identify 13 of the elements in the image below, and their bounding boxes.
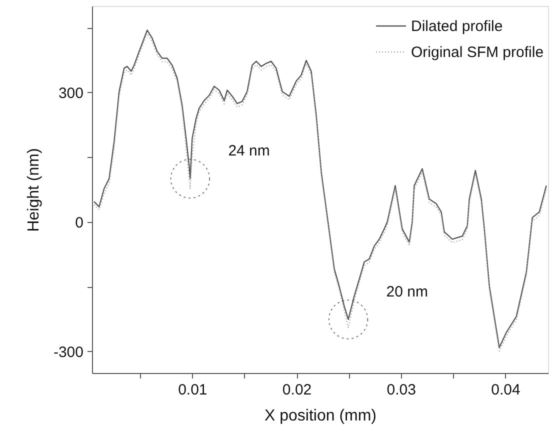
x-tick-label: 0.02	[282, 382, 312, 398]
y-tick-label: 0	[75, 214, 84, 232]
x-tick-label: 0.01	[178, 382, 208, 398]
y-tick-label: 300	[58, 84, 84, 102]
y-axis-title: Height (nm)	[25, 148, 42, 232]
x-tick-label: 0.03	[386, 382, 416, 398]
annotation: 20 nm	[386, 283, 428, 300]
x-tick-label: 0.04	[491, 382, 520, 398]
legend-label: Dilated profile	[411, 18, 503, 35]
y-tick-label: -300	[53, 344, 84, 361]
annotation: 24 nm	[228, 142, 270, 160]
x-axis-title: X position (mm)	[264, 408, 377, 424]
legend-label: Original SFM profile	[411, 44, 544, 61]
